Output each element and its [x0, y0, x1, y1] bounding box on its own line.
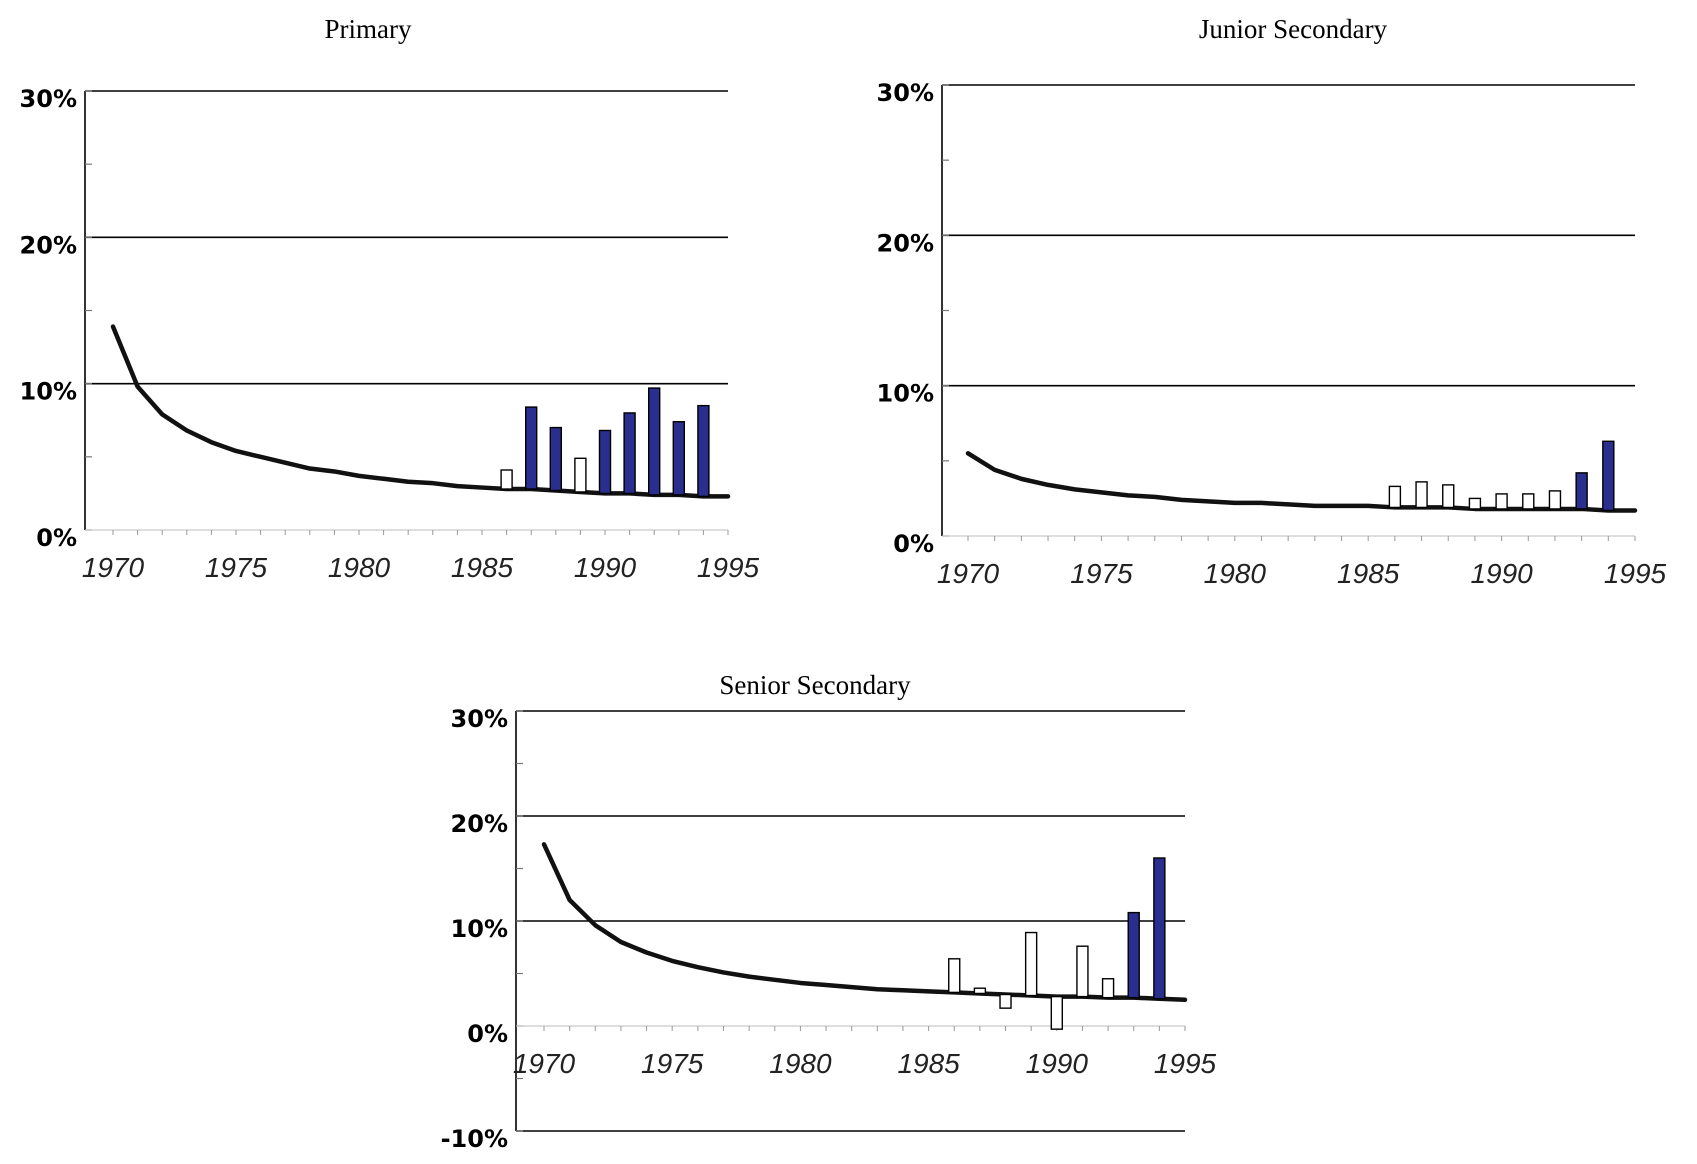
y-tick-label: 30%: [20, 85, 77, 113]
bar-outline: [1050, 995, 1064, 1030]
x-tick-label: 1980: [769, 1048, 832, 1079]
trend-line: [541, 842, 1188, 1002]
x-tick-label: 1985: [1337, 558, 1400, 589]
x-tick-label: 1980: [1204, 558, 1267, 589]
x-tick-label: 1970: [82, 552, 145, 583]
bar-outline: [1442, 484, 1455, 509]
y-tick-label: 0%: [893, 530, 934, 558]
y-tick-label: 10%: [20, 378, 77, 406]
chart-title: Primary: [325, 14, 412, 44]
x-tick-label: 1985: [451, 552, 514, 583]
x-tick-label: 1980: [328, 552, 391, 583]
y-tick-label: 20%: [20, 231, 77, 259]
y-tick-label: 10%: [451, 915, 508, 943]
bar-outline: [1101, 978, 1115, 999]
bar-outline: [999, 993, 1012, 1009]
y-tick-label: 30%: [877, 79, 934, 107]
x-tick-label: 1970: [513, 1048, 576, 1079]
y-tick-label: -10%: [441, 1125, 508, 1153]
bar-filled: [598, 429, 612, 495]
bar-outline: [1388, 485, 1402, 509]
bar-filled: [1575, 472, 1588, 510]
y-tick-label: 0%: [467, 1020, 508, 1048]
bar-outline: [1415, 481, 1428, 509]
bar-outline: [1024, 931, 1038, 997]
bar-outline: [1522, 493, 1535, 510]
bar-filled: [1127, 911, 1140, 999]
x-tick-label: 1990: [574, 552, 637, 583]
chart-panel-3: Senior Secondary -10% 0% 10% 20% 30% 1970 1975 1…: [441, 670, 1217, 1153]
bar-filled: [672, 421, 685, 496]
x-tick-label: 1975: [205, 552, 268, 583]
x-tick-label: 1990: [1470, 558, 1533, 589]
bar-outline: [973, 987, 987, 995]
x-tick-label: 1995: [697, 552, 760, 583]
x-tick-label: 1995: [1604, 558, 1667, 589]
chart-title: Junior Secondary: [1199, 14, 1388, 44]
x-tick-label: 1975: [641, 1048, 704, 1079]
chart-panel-2: Junior Secondary 0% 10% 20% 30% 1970 1975 1980 1…: [877, 14, 1667, 589]
bar-filled: [525, 406, 538, 490]
y-tick-label: 20%: [451, 810, 508, 838]
bar-outline: [948, 958, 961, 994]
y-tick-label: 20%: [877, 229, 934, 257]
bar-outline: [500, 469, 513, 490]
bar-filled: [1602, 440, 1615, 512]
bar-filled: [549, 426, 562, 492]
bar-filled: [697, 404, 710, 498]
x-tick-label: 1985: [897, 1048, 960, 1079]
y-tick-label: 0%: [36, 524, 77, 552]
y-tick-label: 10%: [877, 380, 934, 408]
x-tick-label: 1975: [1070, 558, 1133, 589]
bar-filled: [1153, 857, 1166, 1000]
bar-filled: [648, 387, 661, 496]
y-tick-label: 30%: [451, 705, 508, 733]
x-tick-label: 1970: [937, 558, 1000, 589]
bar-filled: [623, 412, 636, 495]
bar-outline: [1495, 493, 1508, 510]
chart-title: Senior Secondary: [719, 670, 911, 700]
bar-outline: [1548, 490, 1562, 510]
bar-outline: [1076, 945, 1089, 998]
x-tick-label: 1995: [1154, 1048, 1217, 1079]
chart-panel-1: Primary 0% 10% 20% 30% 1970 1975 1980 1985 1990 19…: [20, 14, 760, 583]
x-tick-label: 1990: [1026, 1048, 1089, 1079]
bar-outline: [1468, 497, 1482, 510]
trend-line: [965, 451, 1638, 513]
bar-outline: [574, 457, 587, 493]
